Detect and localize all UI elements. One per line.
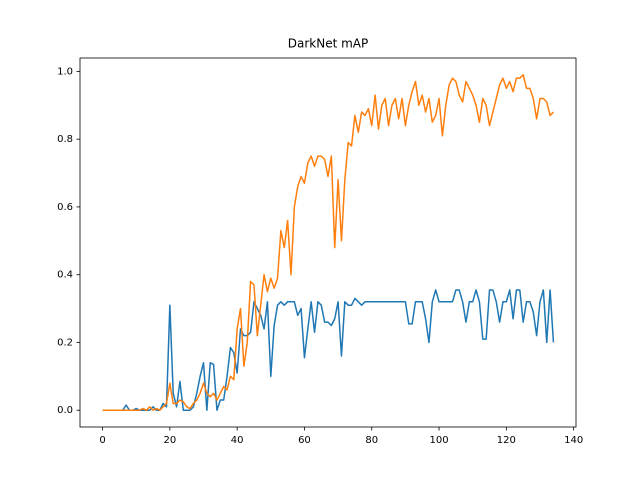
plot-frame [79, 57, 577, 428]
x-tick-label: 20 [163, 435, 176, 446]
series-line [102, 74, 554, 411]
x-tick-label: 60 [298, 435, 311, 446]
x-tick-label: 100 [429, 435, 448, 446]
x-tick-label: 0 [99, 435, 105, 446]
y-tick-label: 1.0 [57, 66, 73, 77]
series-line [102, 289, 555, 411]
chart-title: DarkNet mAP [288, 37, 369, 51]
y-tick-label: 0.2 [57, 337, 73, 348]
x-tick-label: 120 [497, 435, 516, 446]
y-tick-label: 0.4 [57, 270, 73, 281]
x-tick-label: 140 [564, 435, 583, 446]
x-tick-label: 40 [231, 435, 244, 446]
y-tick-label: 0.8 [57, 134, 73, 145]
y-tick-label: 0.0 [57, 405, 73, 416]
y-tick-label: 0.6 [57, 202, 73, 213]
x-tick-label: 80 [365, 435, 378, 446]
